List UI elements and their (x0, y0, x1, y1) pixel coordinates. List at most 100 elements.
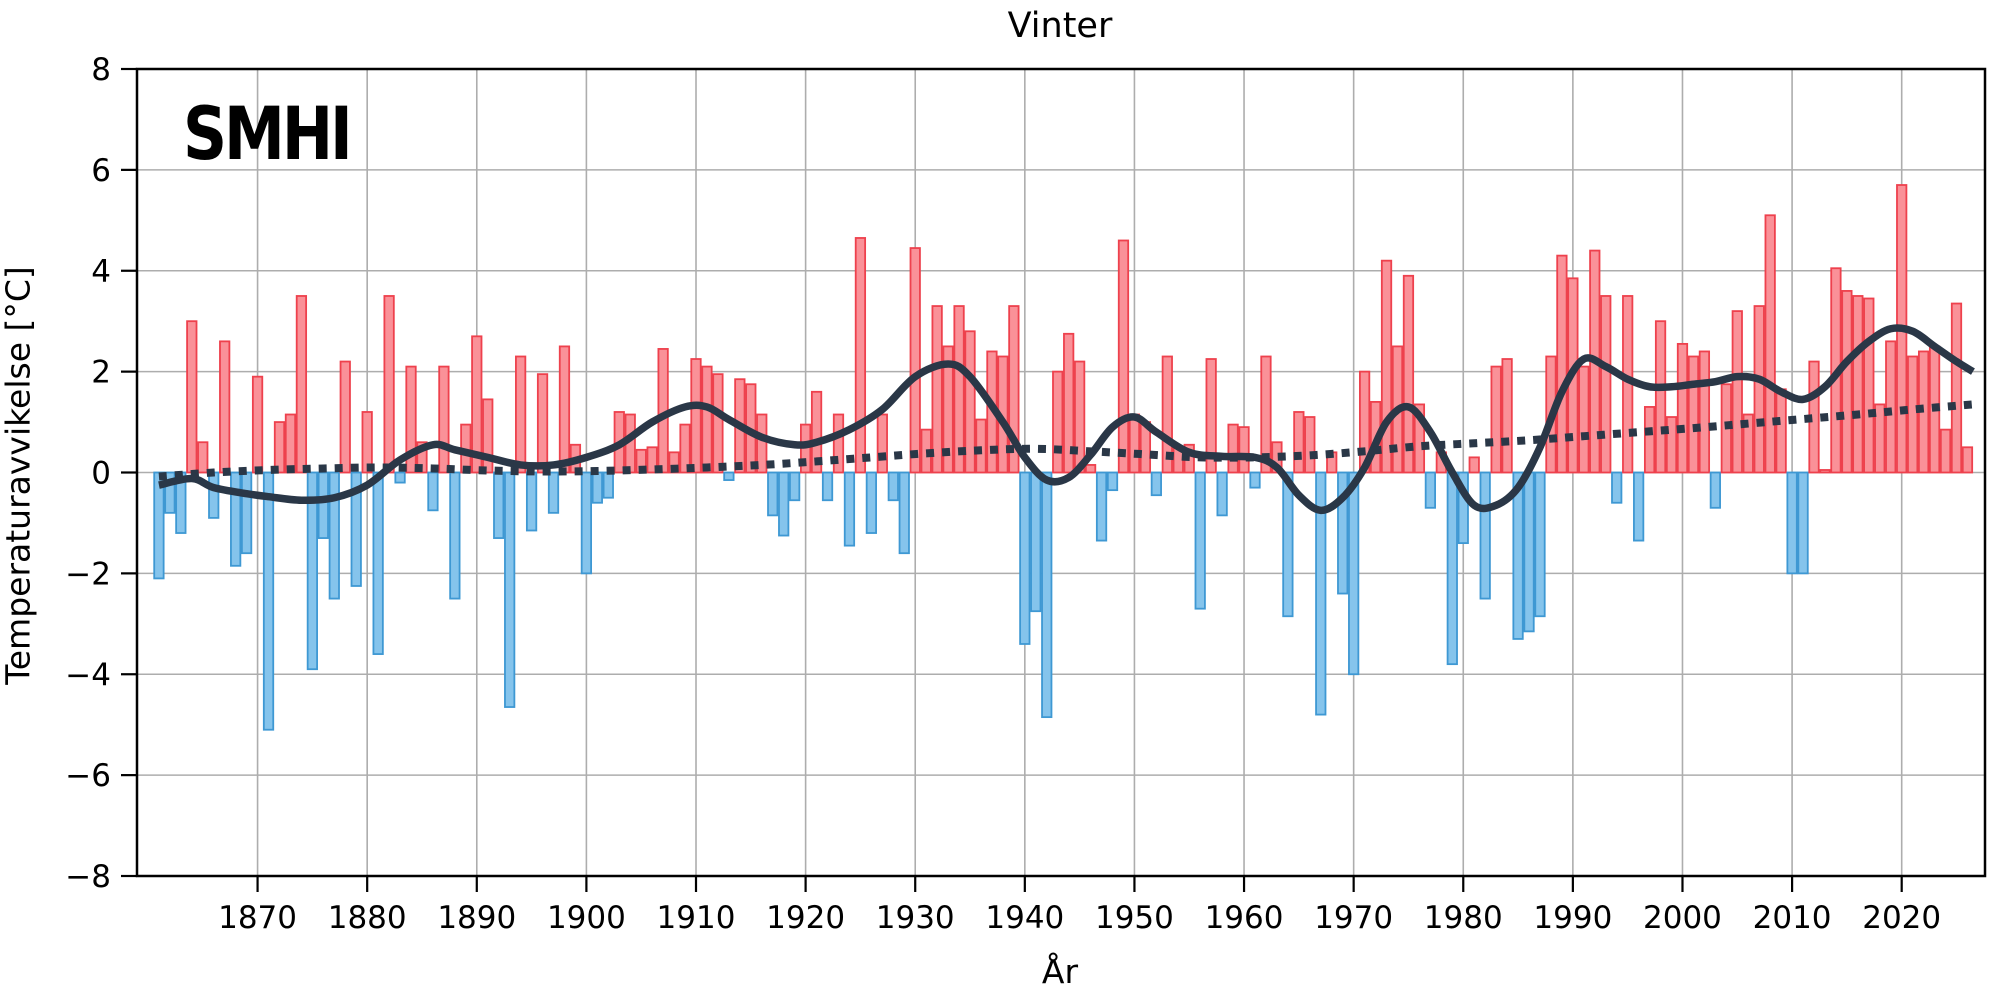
bar-2024 (1939, 428, 1952, 474)
bar-1934 (953, 305, 965, 474)
bar-1901 (591, 471, 603, 504)
bar-1979 (1446, 471, 1458, 666)
bar-2017 (1863, 297, 1875, 474)
bar-2008 (1764, 214, 1776, 474)
bar-1875 (306, 471, 318, 671)
bar-1935 (964, 330, 976, 474)
bar-1927 (876, 413, 888, 474)
trend-dotted (158, 400, 1974, 481)
bar-2002 (1698, 350, 1711, 474)
bar-1917 (767, 471, 779, 517)
bar-1998 (1654, 320, 1667, 474)
bar-1878 (339, 360, 351, 474)
bar-1946 (1084, 464, 1097, 474)
bar-1944 (1063, 332, 1075, 474)
bar-2001 (1687, 355, 1700, 474)
y-tick-label: 4 (91, 254, 111, 290)
bar-1885 (416, 441, 428, 474)
x-tick-label: 1940 (985, 900, 1064, 936)
bar-1960 (1238, 426, 1250, 474)
y-tick-label: −4 (65, 657, 111, 693)
bar-1962 (1260, 355, 1272, 474)
bar-1985 (1512, 471, 1524, 640)
bar-1880 (361, 411, 373, 474)
bar-2006 (1742, 413, 1754, 474)
y-axis-label: Temperaturavvikelse [°C] (0, 266, 38, 685)
bar-2003 (1709, 471, 1721, 509)
bar-1868 (230, 471, 242, 567)
bar-1890 (471, 335, 483, 474)
bar-1894 (515, 355, 527, 474)
bar-1888 (449, 471, 461, 600)
bar-1872 (273, 421, 286, 474)
bar-1861 (153, 471, 165, 580)
bar-2021 (1907, 355, 1919, 474)
bar-1941 (1030, 471, 1042, 613)
x-tick-label: 2020 (1862, 900, 1941, 936)
x-axis-label: År (1041, 952, 1079, 991)
bar-1884 (405, 365, 417, 474)
bar-1923 (832, 413, 845, 474)
bar-2015 (1841, 290, 1853, 474)
bar-2000 (1676, 342, 1689, 474)
bar-1945 (1074, 360, 1086, 474)
bar-1928 (887, 471, 899, 502)
y-tick-label: 2 (91, 355, 111, 391)
bar-1993 (1600, 295, 1612, 474)
bar-1964 (1282, 471, 1294, 618)
y-tick-label: 0 (91, 456, 111, 492)
bar-1924 (843, 471, 856, 547)
bar-1912 (712, 373, 724, 474)
bar-1986 (1523, 471, 1535, 633)
bar-1942 (1041, 471, 1053, 719)
bar-1918 (778, 471, 790, 537)
bar-1967 (1315, 471, 1327, 716)
bar-1862 (164, 471, 176, 514)
bar-1987 (1534, 471, 1546, 618)
bar-1939 (1008, 305, 1020, 474)
bar-2026 (1961, 446, 1974, 474)
bar-1869 (240, 471, 253, 555)
bar-1866 (208, 471, 220, 519)
bar-1949 (1117, 239, 1130, 474)
bar-1919 (789, 471, 801, 502)
bar-1965 (1293, 411, 1305, 474)
y-tick-label: −2 (65, 556, 111, 592)
bar-1874 (295, 295, 308, 474)
bar-1883 (394, 471, 406, 484)
bar-1886 (427, 471, 439, 512)
bar-1957 (1205, 358, 1217, 474)
bar-1881 (372, 471, 384, 655)
bar-1980 (1457, 471, 1469, 545)
x-tick-label: 1900 (547, 900, 626, 936)
x-tick-label: 1890 (437, 900, 516, 936)
bar-1936 (975, 418, 987, 474)
bar-1887 (438, 365, 450, 474)
bar-2010 (1786, 471, 1798, 575)
bar-2005 (1731, 310, 1743, 474)
bar-2011 (1797, 471, 1809, 575)
bar-1892 (493, 471, 505, 539)
bar-1959 (1227, 423, 1239, 474)
x-tick-label: 1990 (1533, 900, 1612, 936)
x-tick-label: 1970 (1314, 900, 1393, 936)
x-tick-label: 1950 (1095, 900, 1174, 936)
bar-1997 (1643, 406, 1656, 474)
bar-1913 (723, 471, 735, 481)
y-tick-label: 6 (91, 153, 111, 189)
bar-1925 (854, 237, 867, 474)
bar-1975 (1402, 274, 1415, 474)
x-tick-label: 2010 (1753, 900, 1832, 936)
bar-1897 (547, 471, 560, 514)
bar-1921 (810, 390, 823, 474)
bar-1867 (219, 340, 231, 474)
bar-1932 (931, 305, 943, 474)
bar-1956 (1194, 471, 1206, 610)
x-tick-label: 1930 (876, 900, 955, 936)
bar-1864 (186, 320, 198, 474)
x-tick-label: 1960 (1205, 900, 1284, 936)
bar-2009 (1775, 388, 1787, 474)
bar-1981 (1468, 456, 1480, 474)
